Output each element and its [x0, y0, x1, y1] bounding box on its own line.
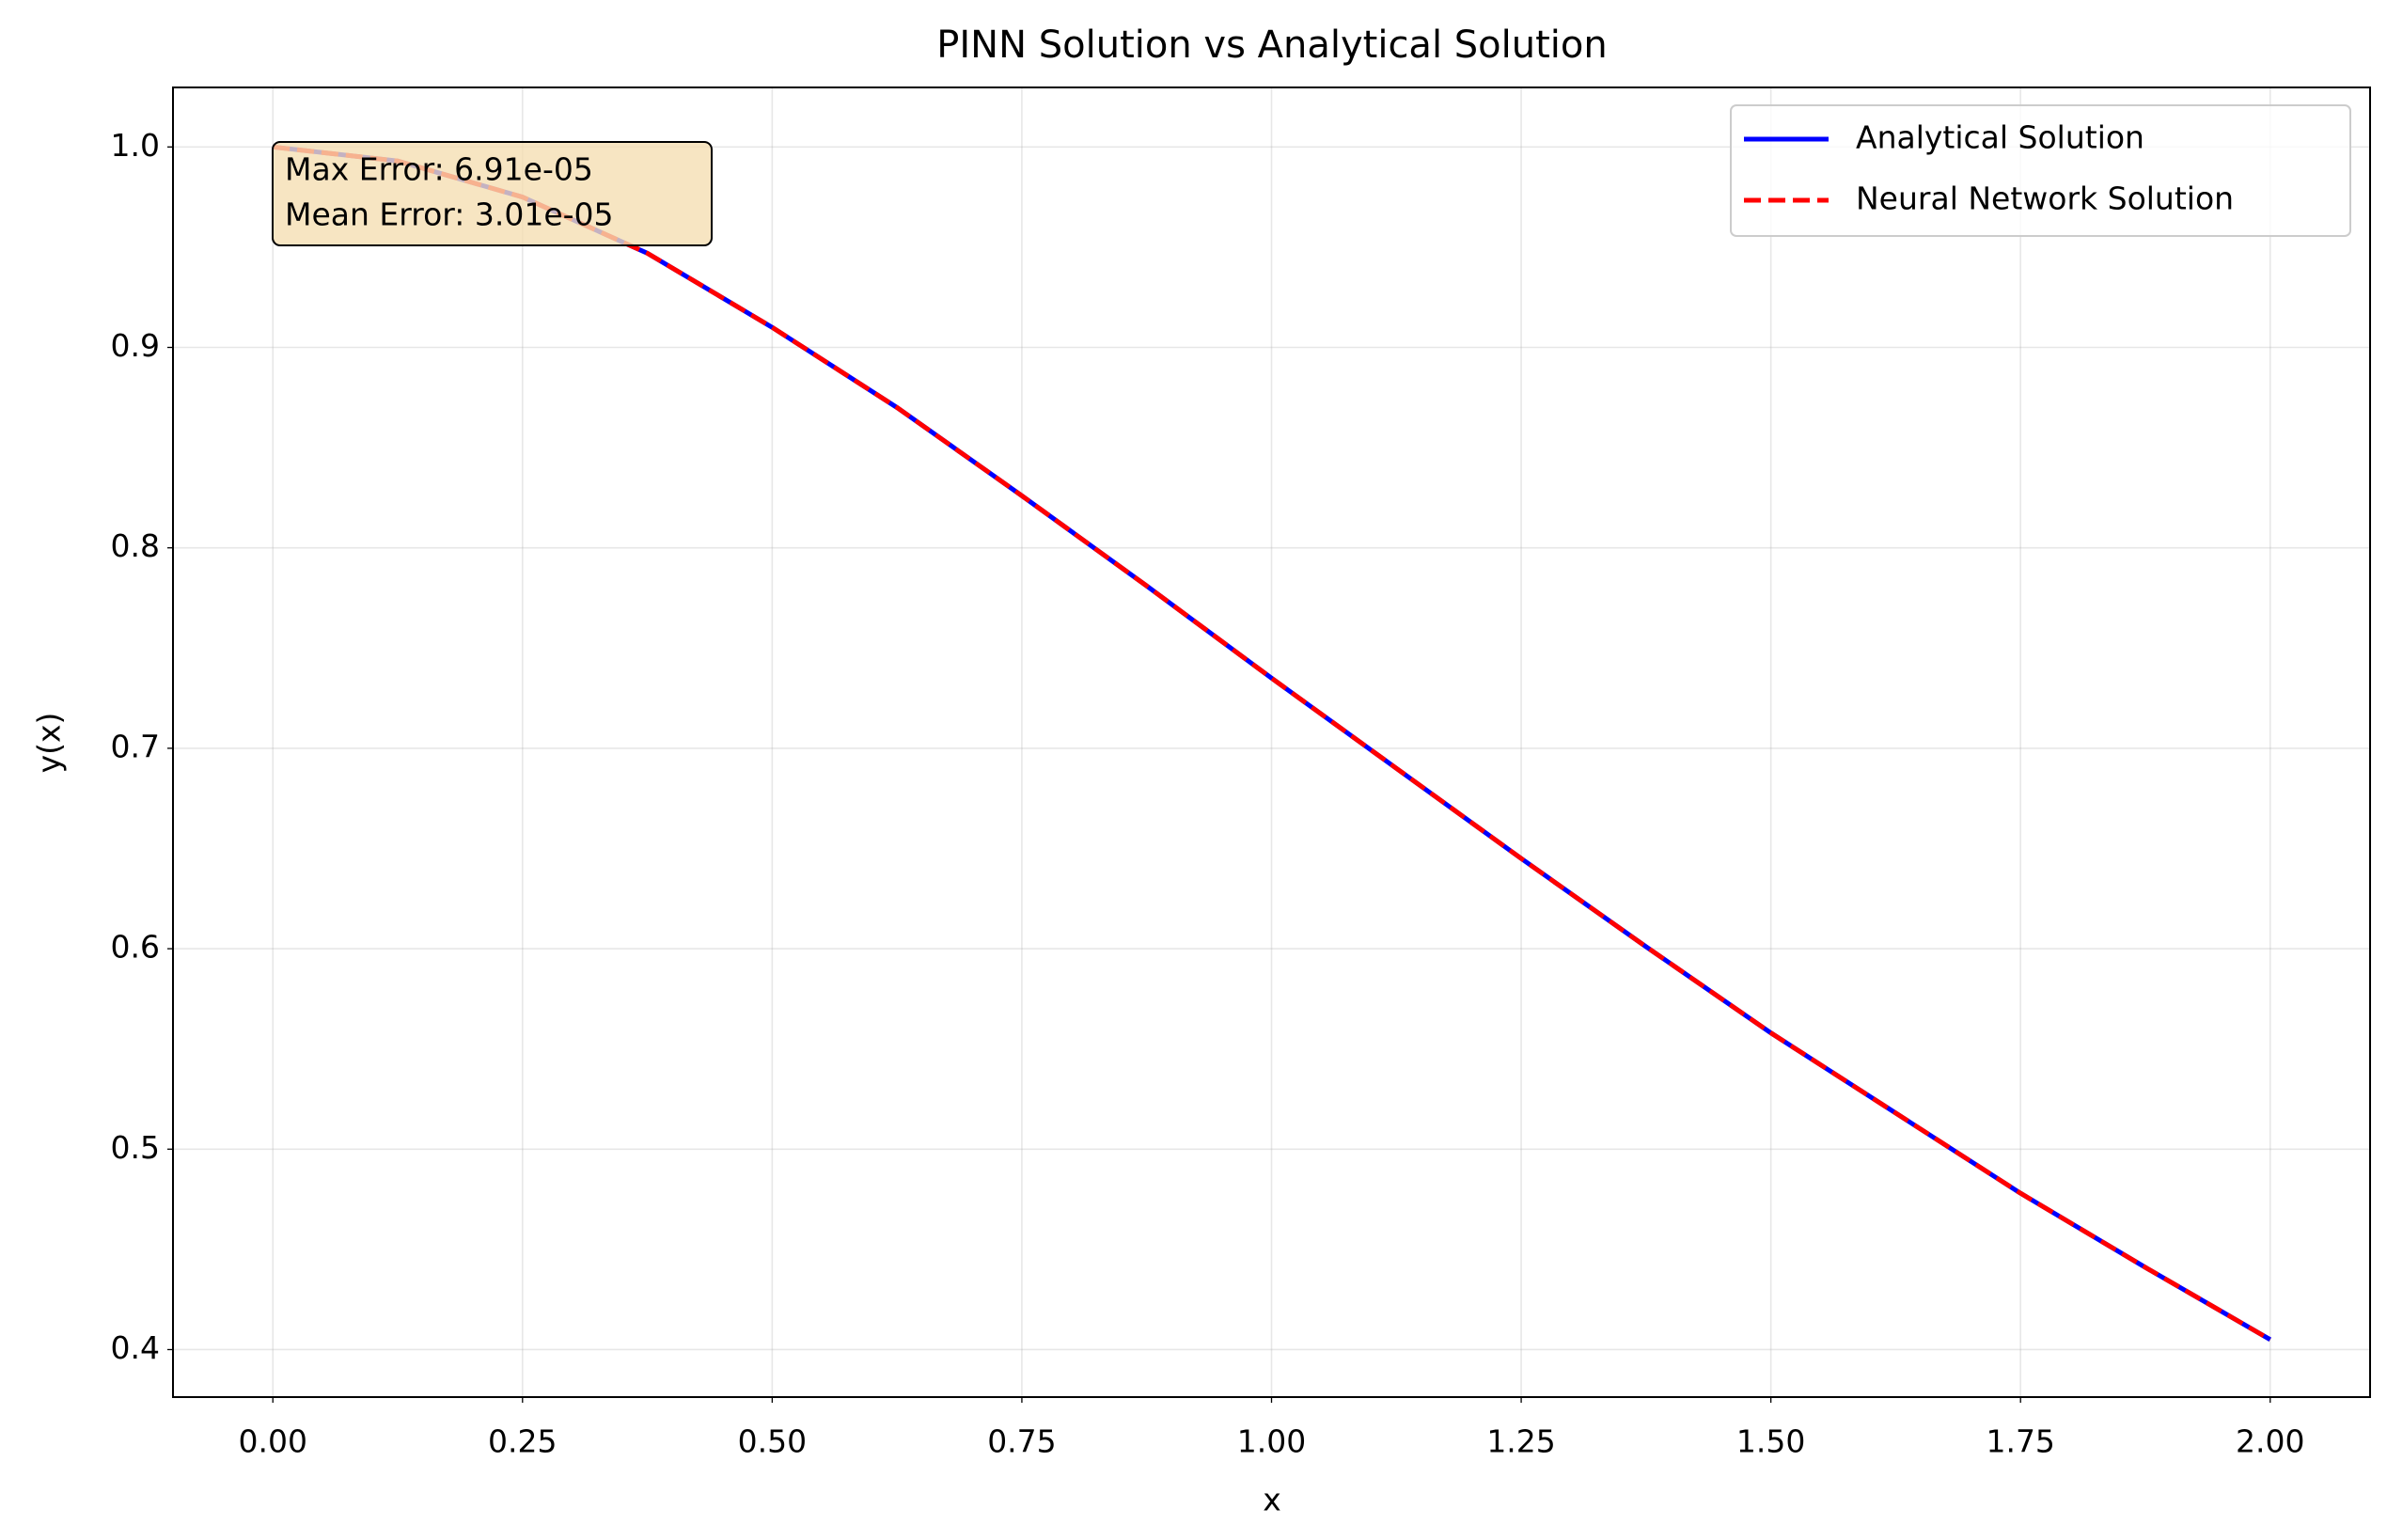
y-tick-label: 0.6	[111, 929, 160, 966]
y-tick-label: 0.4	[111, 1329, 160, 1366]
x-tick-label: 0.75	[987, 1423, 1056, 1460]
annotation-text: Mean Error: 3.01e-05	[285, 196, 614, 233]
y-tick-label: 1.0	[111, 127, 160, 164]
x-tick-label: 0.50	[738, 1423, 807, 1460]
y-tick-label: 0.8	[111, 527, 160, 564]
legend-label: Analytical Solution	[1856, 119, 2144, 156]
y-axis-label: y(x)	[31, 713, 68, 774]
x-tick-label: 1.75	[1986, 1423, 2054, 1460]
legend-box	[1730, 104, 2351, 237]
x-tick-label: 1.50	[1736, 1423, 1805, 1460]
annotation-text: Max Error: 6.91e-05	[285, 151, 593, 188]
y-tick-label: 0.7	[111, 728, 160, 764]
x-tick-label: 0.25	[488, 1423, 557, 1460]
legend-label: Neural Network Solution	[1856, 181, 2234, 217]
x-tick-label: 1.25	[1486, 1423, 1555, 1460]
x-tick-label: 1.00	[1237, 1423, 1306, 1460]
x-tick-label: 0.00	[238, 1423, 306, 1460]
chart-title: PINN Solution vs Analytical Solution	[936, 24, 1607, 67]
x-tick-label: 2.00	[2236, 1423, 2304, 1460]
y-tick-label: 0.9	[111, 327, 160, 364]
axes-frame	[172, 86, 2371, 1398]
x-axis-label: x	[1263, 1482, 1281, 1518]
y-tick-label: 0.5	[111, 1129, 160, 1166]
annotation-box	[272, 141, 713, 246]
